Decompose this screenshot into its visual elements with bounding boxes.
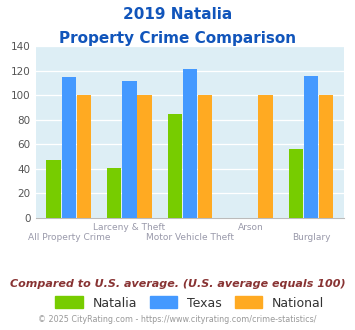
Text: All Property Crime: All Property Crime: [28, 233, 110, 242]
Bar: [137, 95, 152, 218]
Text: Arson: Arson: [237, 223, 263, 232]
Text: Burglary: Burglary: [292, 233, 330, 242]
Text: Compared to U.S. average. (U.S. average equals 100): Compared to U.S. average. (U.S. average …: [10, 279, 345, 289]
Bar: [319, 95, 333, 218]
Bar: [61, 77, 76, 218]
Text: 2019 Natalia: 2019 Natalia: [123, 7, 232, 21]
Bar: [122, 81, 137, 218]
Text: Larceny & Theft: Larceny & Theft: [93, 223, 165, 232]
Bar: [107, 168, 121, 218]
Bar: [183, 70, 197, 218]
Bar: [304, 76, 318, 218]
Text: © 2025 CityRating.com - https://www.cityrating.com/crime-statistics/: © 2025 CityRating.com - https://www.city…: [38, 315, 317, 324]
Bar: [47, 160, 61, 218]
Bar: [258, 95, 273, 218]
Bar: [198, 95, 212, 218]
Bar: [77, 95, 91, 218]
Bar: [289, 149, 303, 218]
Bar: [168, 114, 182, 218]
Text: Motor Vehicle Theft: Motor Vehicle Theft: [146, 233, 234, 242]
Legend: Natalia, Texas, National: Natalia, Texas, National: [50, 291, 329, 314]
Text: Property Crime Comparison: Property Crime Comparison: [59, 31, 296, 46]
